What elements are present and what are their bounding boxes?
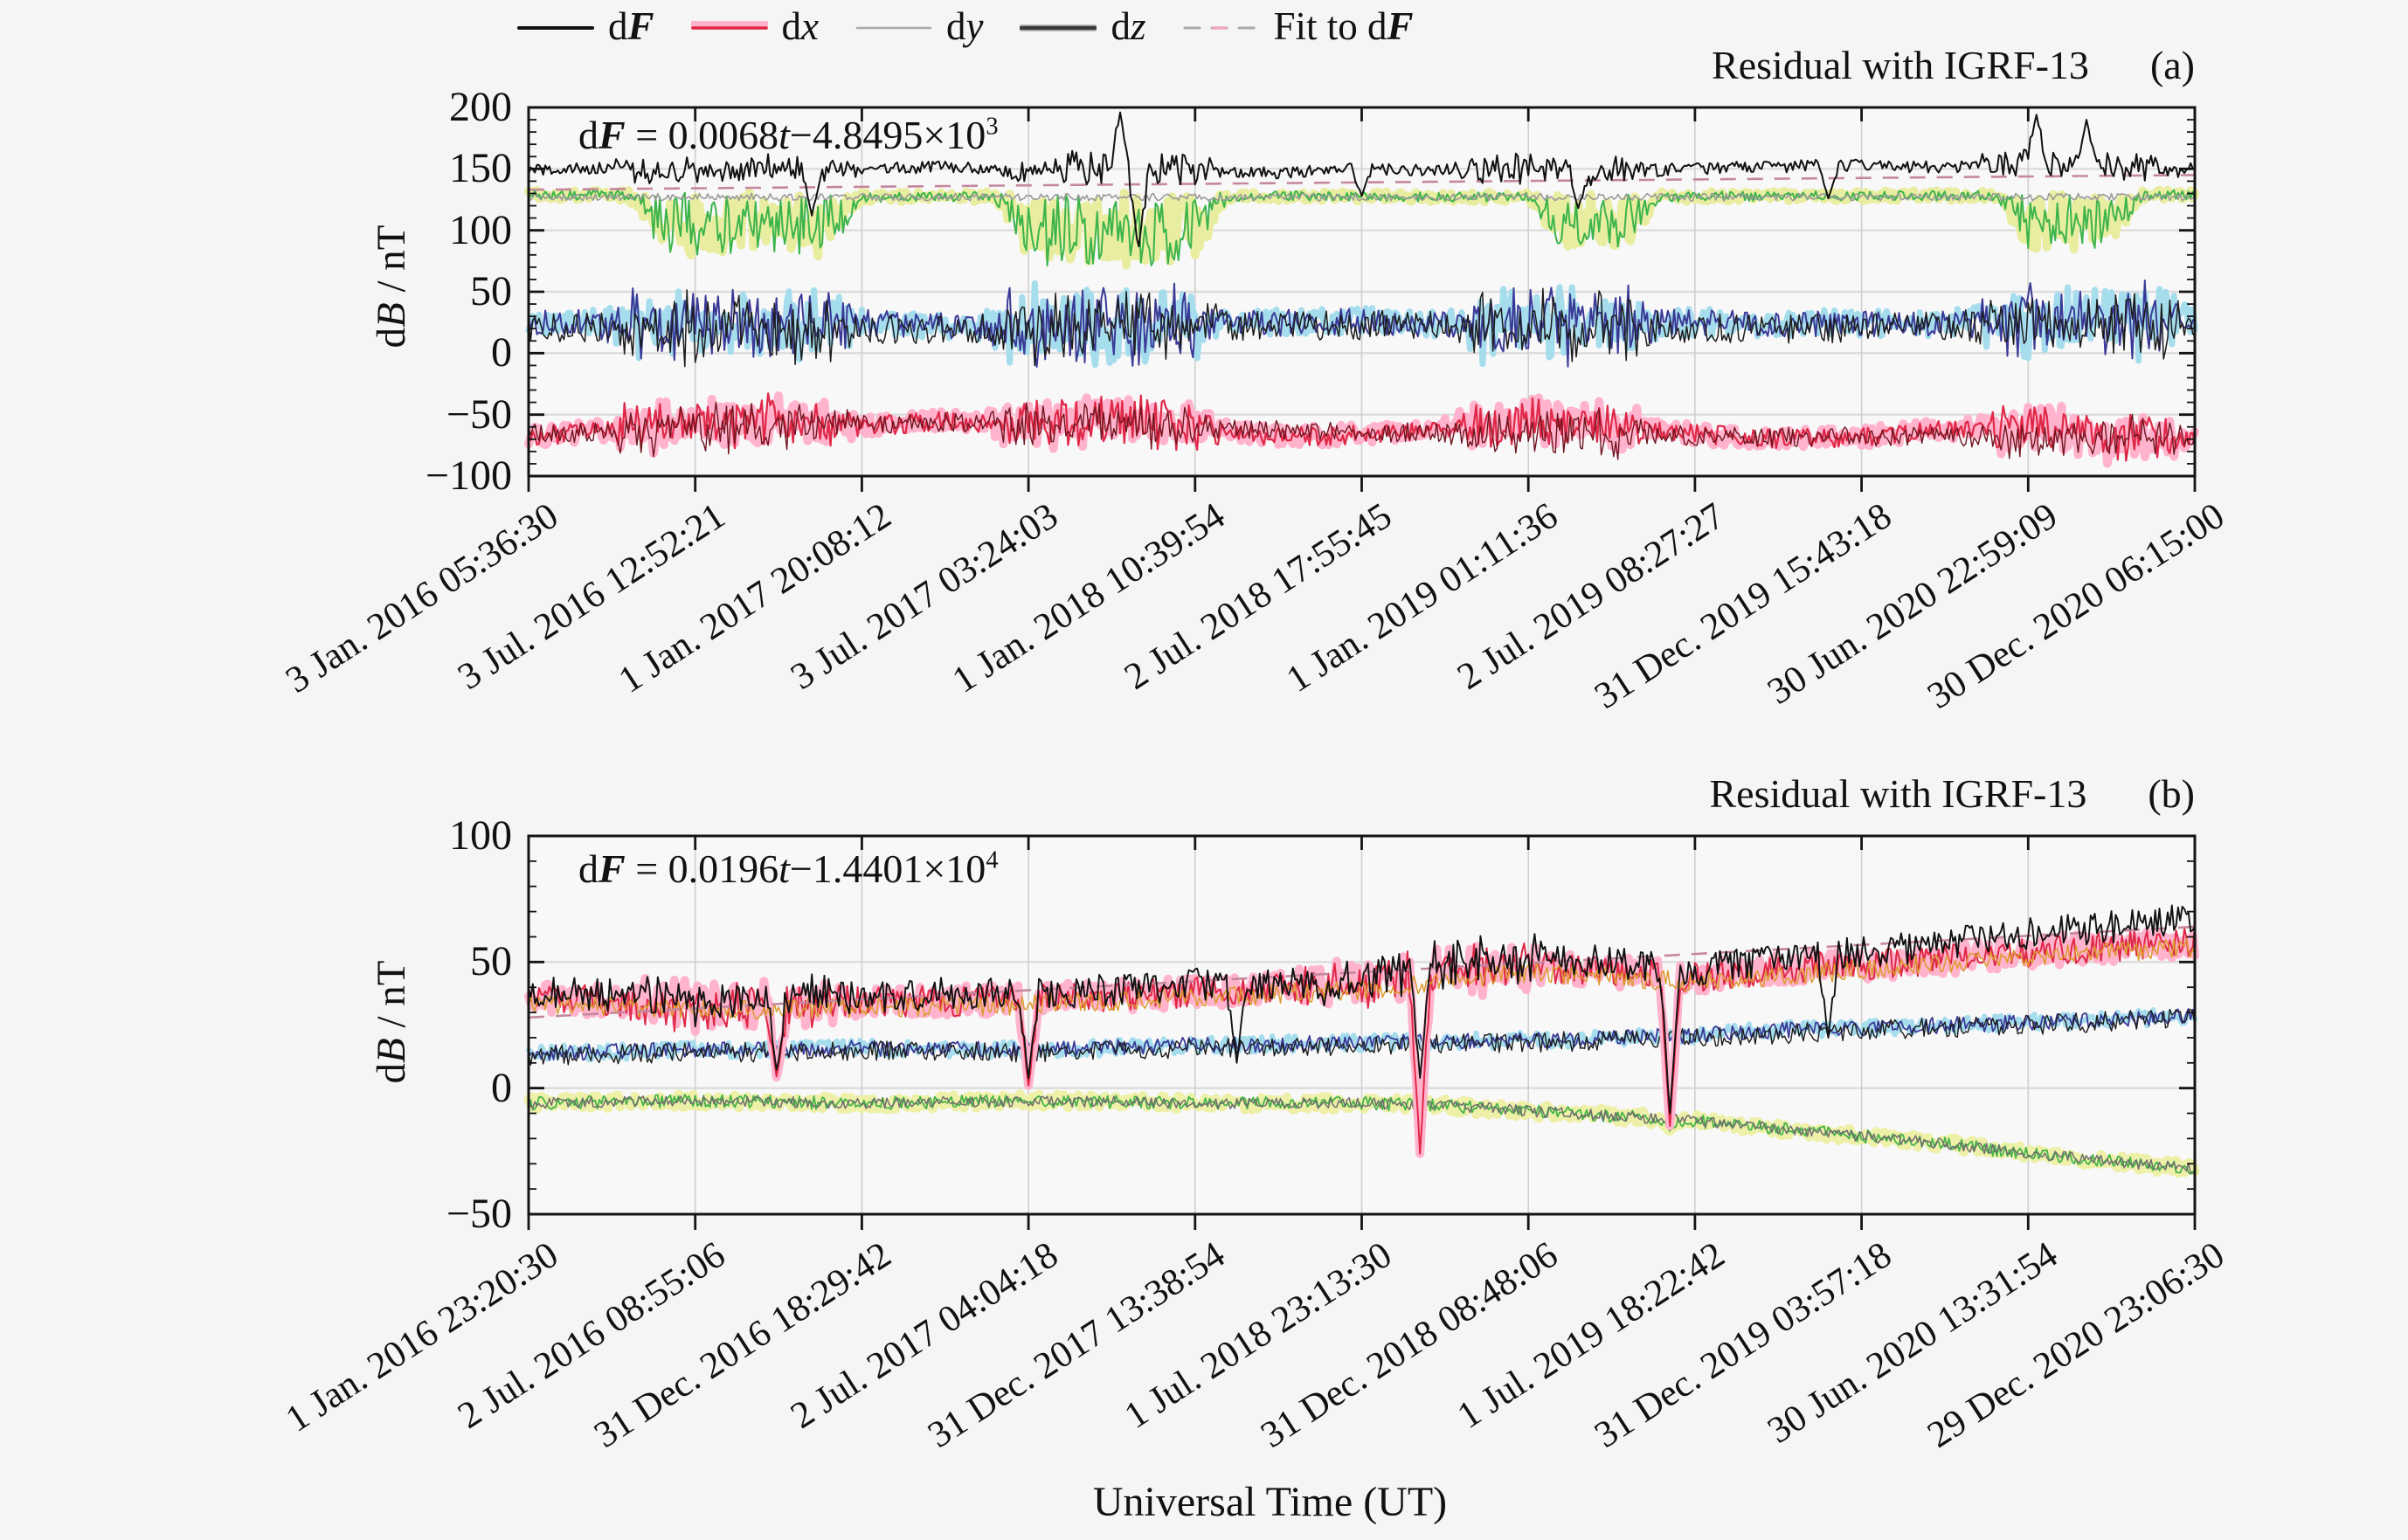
panel-b-title: Residual with IGRF-13 bbox=[1709, 771, 2087, 816]
series-line-dz-companion bbox=[528, 287, 2196, 368]
series-line-dy-companion bbox=[528, 192, 2196, 202]
chart-canvas bbox=[523, 834, 2200, 1230]
x-tick-label: 3 Jan. 2016 05:36:30 bbox=[279, 494, 566, 701]
x-tick-label: 30 Jun. 2020 22:59:09 bbox=[1761, 494, 2065, 713]
panel-a-title-row: Residual with IGRF-13 (a) bbox=[529, 42, 2195, 88]
legend-label-fit: Fit to dF bbox=[1273, 4, 1414, 48]
x-tick-label: 31 Dec. 2016 18:29:42 bbox=[587, 1233, 899, 1456]
x-tick-label: 29 Dec. 2020 23:06:30 bbox=[1920, 1233, 2232, 1456]
fit-dashed-line-swatch-icon bbox=[1183, 9, 1260, 44]
x-tick-label: 1 Jan. 2017 20:08:12 bbox=[612, 494, 899, 701]
series-line-dx-companion bbox=[528, 401, 2196, 460]
x-tick-label: 31 Dec. 2017 13:38:54 bbox=[920, 1233, 1232, 1456]
x-tick-label: 30 Jun. 2020 13:31:54 bbox=[1761, 1233, 2065, 1452]
y-tick-label: 0 bbox=[491, 329, 512, 376]
panel-a-title: Residual with IGRF-13 bbox=[1712, 43, 2089, 87]
chart-canvas bbox=[524, 106, 2199, 492]
x-tick-label: 31 Dec. 2018 08:48:06 bbox=[1254, 1233, 1566, 1456]
x-tick-label: 30 Dec. 2020 06:15:00 bbox=[1920, 494, 2232, 717]
legend-item-df: dF bbox=[517, 3, 654, 49]
x-tick-label: 3 Jul. 2016 12:52:21 bbox=[450, 494, 732, 698]
legend-label-dy: dy bbox=[946, 4, 984, 48]
x-tick-label: 1 Jan. 2016 23:20:30 bbox=[279, 1233, 566, 1440]
legend-item-dx: dx bbox=[690, 3, 819, 49]
x-tick-label: 1 Jul. 2019 18:22:42 bbox=[1450, 1233, 1733, 1437]
df-line-swatch-icon bbox=[517, 9, 594, 44]
x-tick-label: 1 Jul. 2018 23:13:30 bbox=[1117, 1233, 1399, 1437]
y-tick-label: −50 bbox=[446, 390, 512, 438]
legend: dF dx dy dz Fit to dF bbox=[517, 3, 1414, 49]
y-tick-label: −100 bbox=[425, 452, 512, 499]
x-tick-label: 31 Dec. 2019 03:57:18 bbox=[1587, 1233, 1899, 1456]
x-axis-title: Universal Time (UT) bbox=[1092, 1479, 1448, 1525]
legend-label-df: dF bbox=[608, 4, 654, 48]
y-tick-label: −50 bbox=[446, 1191, 512, 1237]
x-tick-label: 2 Jul. 2018 17:55:45 bbox=[1117, 494, 1399, 698]
panel-b-equation: dF = 0.0196t−1.4401×104 bbox=[578, 846, 999, 891]
series-halo-dz bbox=[526, 1007, 2197, 1063]
legend-label-dx: dx bbox=[781, 4, 819, 48]
panel-a-plot-area bbox=[524, 106, 2199, 492]
panel-a-label: (a) bbox=[2149, 43, 2195, 87]
y-tick-label: 150 bbox=[449, 145, 512, 192]
dx-line-swatch-icon bbox=[690, 9, 768, 44]
series-line-dF bbox=[528, 904, 2196, 1115]
y-tick-label: 200 bbox=[449, 84, 512, 130]
y-tick-label: 50 bbox=[470, 938, 512, 985]
series-line-dF bbox=[528, 111, 2196, 248]
series-line-dz-companion bbox=[528, 1008, 2196, 1066]
x-tick-label: 2 Jul. 2017 04:04:18 bbox=[784, 1233, 1066, 1437]
panel-a-equation: dF = 0.0068t−4.8495×103 bbox=[578, 113, 999, 157]
legend-item-dz: dz bbox=[1020, 3, 1146, 49]
x-tick-label: 3 Jul. 2017 03:24:03 bbox=[784, 494, 1066, 698]
legend-label-dz: dz bbox=[1111, 4, 1146, 48]
x-tick-label: 1 Jan. 2018 10:39:54 bbox=[945, 494, 1232, 701]
legend-item-dy: dy bbox=[855, 3, 983, 49]
series-halo-dy bbox=[523, 1089, 2200, 1178]
x-tick-label: 1 Jan. 2019 01:11:36 bbox=[1279, 494, 1566, 701]
series-line-dy-companion bbox=[528, 1095, 2196, 1175]
dy-line-swatch-icon bbox=[855, 9, 932, 44]
legend-item-fit: Fit to dF bbox=[1183, 3, 1414, 49]
dz-line-swatch-icon bbox=[1020, 9, 1097, 44]
panel-b-label: (b) bbox=[2148, 771, 2195, 816]
x-tick-label: 31 Dec. 2019 15:43:18 bbox=[1587, 494, 1899, 717]
series-halo-dx bbox=[524, 927, 2199, 1158]
panel-b-title-row: Residual with IGRF-13 (b) bbox=[529, 770, 2195, 817]
panel-b-plot-area bbox=[523, 834, 2200, 1230]
x-tick-label: 2 Jul. 2016 08:55:06 bbox=[450, 1233, 732, 1437]
x-tick-label: 2 Jul. 2019 08:27:27 bbox=[1450, 494, 1733, 698]
y-tick-label: 0 bbox=[491, 1064, 512, 1111]
y-tick-label: 100 bbox=[449, 206, 512, 253]
y-tick-label: 50 bbox=[470, 268, 512, 314]
y-tick-label: 100 bbox=[449, 812, 512, 859]
